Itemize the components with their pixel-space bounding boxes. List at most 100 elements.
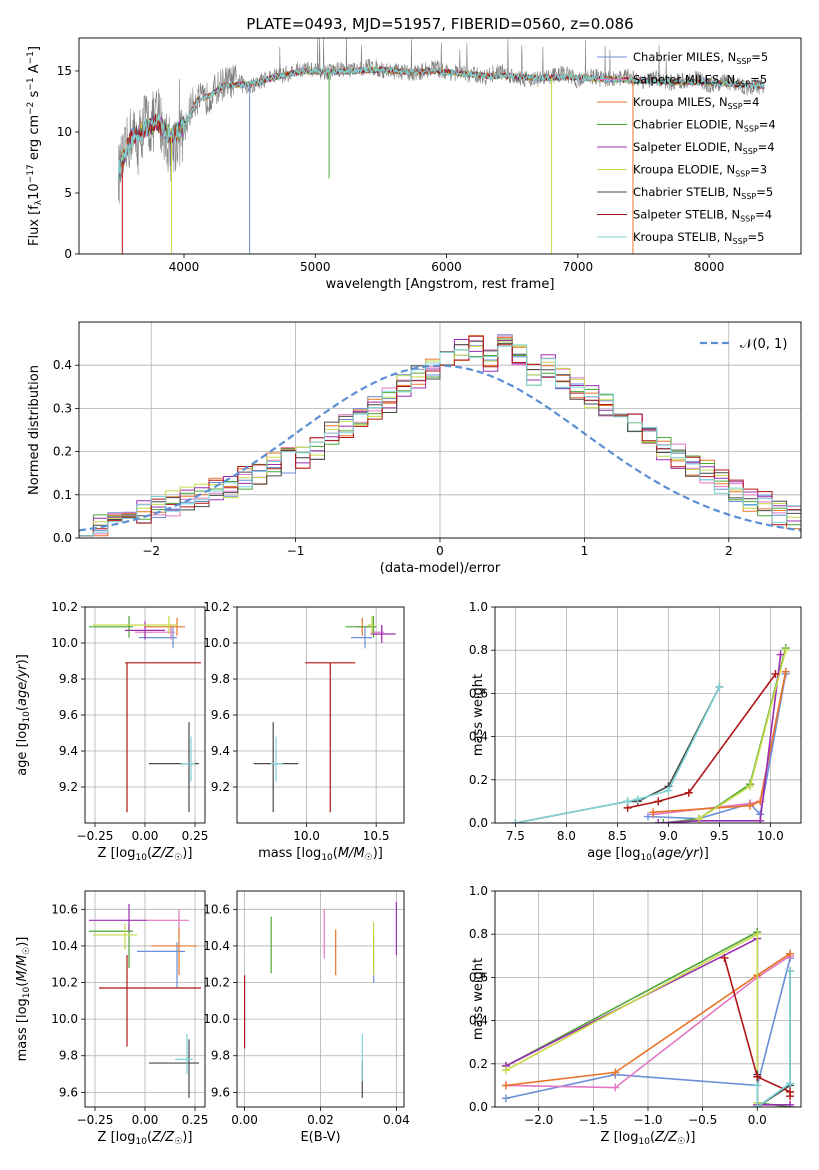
age-vs-Z-xtick-label: 0.25 xyxy=(182,829,209,843)
massweight-vs-age-xtick-label: 8.5 xyxy=(608,829,627,843)
age-vs-Z-errorbars xyxy=(89,616,201,813)
age-vs-mass-ytick-label: 10.2 xyxy=(203,600,230,614)
legend-entry: Kroupa MILES, NSSP=4 xyxy=(633,95,759,111)
massweight-vs-age-ytick-label: 0.0 xyxy=(469,816,488,830)
residuals-xlabel: (data-model)/error xyxy=(380,561,501,576)
weight-point xyxy=(786,966,795,975)
mass-vs-Z-ylabel: mass [log10(M/M☉)] xyxy=(15,937,32,1062)
residuals-ytick-label: 0.0 xyxy=(53,531,72,545)
age-vs-mass-xtick-label: 10.0 xyxy=(293,829,320,843)
weight-point xyxy=(611,1083,620,1092)
weight-point xyxy=(501,1066,510,1075)
spectrum-xlabel: wavelength [Angstrom, rest frame] xyxy=(326,277,555,292)
weight-line-salpeter-elodie xyxy=(658,654,782,823)
massweight-vs-age-xtick-label: 7.5 xyxy=(506,829,525,843)
massweight-vs-Z-axes: −2.0 −1.5 −1.0 −0.5 0.0 0.0 0.2 0.4 0.6 0.8 1.0 xyxy=(469,884,801,1127)
weight-point xyxy=(695,814,703,823)
mass-vs-Z-xtick-label: −0.25 xyxy=(77,1113,114,1127)
age-vs-mass-axes: 10.0 10.5 9.2 9.4 9.6 9.8 10.0 10.2 xyxy=(203,600,404,843)
weight-point xyxy=(781,646,790,655)
spectrum-xtick-label: 8000 xyxy=(694,260,725,274)
mass-vs-Z-ytick-label: 10.6 xyxy=(51,902,78,916)
mass-vs-EBV-ytick-label: 10.2 xyxy=(203,976,230,990)
spectrum-ytick-label: 10 xyxy=(57,125,72,139)
massweight-vs-Z-xtick-label: −2.0 xyxy=(524,1113,553,1127)
age-vs-mass-ytick-label: 9.6 xyxy=(211,708,230,722)
age-vs-Z-ytick-label: 9.2 xyxy=(59,780,78,794)
weight-point xyxy=(786,949,795,958)
age-vs-mass-ytick-label: 10.0 xyxy=(203,636,230,650)
mass-vs-Z-errorbars xyxy=(89,903,201,1098)
weight-point xyxy=(781,667,790,676)
age-vs-Z-ytick-label: 10.2 xyxy=(51,600,78,614)
mass-vs-EBV-xtick-label: 0.02 xyxy=(307,1113,334,1127)
massweight-vs-Z-xtick-label: −0.5 xyxy=(688,1113,717,1127)
mass-vs-EBV-ytick-label: 10.0 xyxy=(203,1012,230,1026)
weight-line-chabrier-elodie xyxy=(663,647,787,823)
residuals-axes: −2 −1 0 1 2 0.0 0.1 0.2 0.3 0.4 xyxy=(53,322,801,558)
massweight-vs-Z-ylabel: mass weight xyxy=(471,958,486,1040)
spectrum-ytick-label: 0 xyxy=(64,247,72,261)
weight-point xyxy=(644,812,652,821)
massweight-vs-age-frame xyxy=(494,606,802,824)
weight-point xyxy=(756,816,765,823)
weight-point xyxy=(786,1100,795,1107)
weight-point xyxy=(753,1072,762,1081)
weight-line-salpeter-stelib xyxy=(627,673,777,809)
spectrum-legend: Chabrier MILES, NSSP=5 Salpeter MILES, NS… xyxy=(597,50,776,246)
mass-vs-Z-ytick-label: 10.2 xyxy=(51,976,78,990)
age-vs-Z-ylabel: age [log10(age/yr)] xyxy=(15,654,32,776)
residuals-xtick-label: 2 xyxy=(725,544,733,558)
legend-entry: Salpeter MILES, NSSP=5 xyxy=(633,73,767,89)
observed-spectrum-line xyxy=(118,38,765,204)
weight-point xyxy=(664,786,673,795)
massweight-vs-Z-xtick-label: −1.5 xyxy=(579,1113,608,1127)
histogram-salpeter-stelib xyxy=(79,335,801,537)
massweight-vs-age-ytick-label: 0.8 xyxy=(469,643,488,657)
residuals-xtick-label: −1 xyxy=(287,544,305,558)
massweight-vs-age-ytick-label: 0.4 xyxy=(469,730,488,744)
massweight-vs-age-ytick-label: 0.2 xyxy=(469,773,488,787)
residuals-frame xyxy=(78,321,802,539)
massweight-vs-age-xtick-label: 9.5 xyxy=(710,829,729,843)
mass-vs-Z-ytick-label: 10.4 xyxy=(51,939,78,953)
mass-vs-EBV-xtick-label: 0.00 xyxy=(231,1113,258,1127)
weight-point xyxy=(776,650,785,659)
weight-point xyxy=(786,1079,795,1088)
massweight-vs-age-xtick-label: 8.0 xyxy=(557,829,576,843)
mass-vs-EBV-ytick-label: 9.6 xyxy=(211,1085,230,1099)
residuals-xtick-label: 0 xyxy=(436,544,444,558)
age-vs-mass-ytick-label: 9.2 xyxy=(211,780,230,794)
age-vs-mass-ytick-label: 9.8 xyxy=(211,672,230,686)
legend-entry: Chabrier ELODIE, NSSP=4 xyxy=(633,118,776,134)
age-vs-Z-ytick-label: 9.6 xyxy=(59,708,78,722)
massweight-vs-age-ylabel: mass weight xyxy=(471,674,486,756)
weight-line-kroupa-elodie xyxy=(505,932,759,1103)
spectrum-traces xyxy=(117,38,765,254)
legend-entry: Chabrier STELIB, NSSP=5 xyxy=(633,185,773,201)
weight-point xyxy=(753,1081,762,1090)
massweight-vs-age-series xyxy=(511,644,790,823)
weight-point xyxy=(746,801,754,810)
age-vs-Z-ytick-label: 9.4 xyxy=(59,744,78,758)
age-vs-Z-axes: −0.25 0.00 0.25 9.2 9.4 9.6 9.8 10.0 10.2 xyxy=(51,600,208,843)
legend-entry: Salpeter STELIB, NSSP=4 xyxy=(633,208,772,224)
massweight-vs-Z-xlabel: Z [log10(Z/Z☉)] xyxy=(601,1130,696,1147)
weight-line-salpeter-miles xyxy=(505,955,791,1089)
spectrum-xtick-label: 4000 xyxy=(169,260,200,274)
weight-line-kroupa-stelib xyxy=(756,970,791,1107)
weight-point xyxy=(771,669,780,678)
massweight-vs-Z-ytick-label: 0.8 xyxy=(469,927,488,941)
weight-point xyxy=(715,682,724,691)
mass-vs-Z-xtick-label: 0.00 xyxy=(132,1113,159,1127)
weight-line-kroupa-miles xyxy=(653,671,787,813)
massweight-vs-Z-series xyxy=(501,928,795,1107)
weight-line-kroupa-miles xyxy=(505,952,791,1087)
mass-vs-EBV-ytick-label: 10.4 xyxy=(203,939,230,953)
mass-vs-Z-frame xyxy=(84,890,206,1108)
massweight-vs-age-ytick-label: 0.6 xyxy=(469,686,488,700)
mass-vs-Z-xlabel: Z [log10(Z/Z☉)] xyxy=(98,1130,193,1147)
mass-vs-Z-ytick-label: 10.0 xyxy=(51,1012,78,1026)
mass-vs-EBV-ytick-label: 10.6 xyxy=(203,902,230,916)
